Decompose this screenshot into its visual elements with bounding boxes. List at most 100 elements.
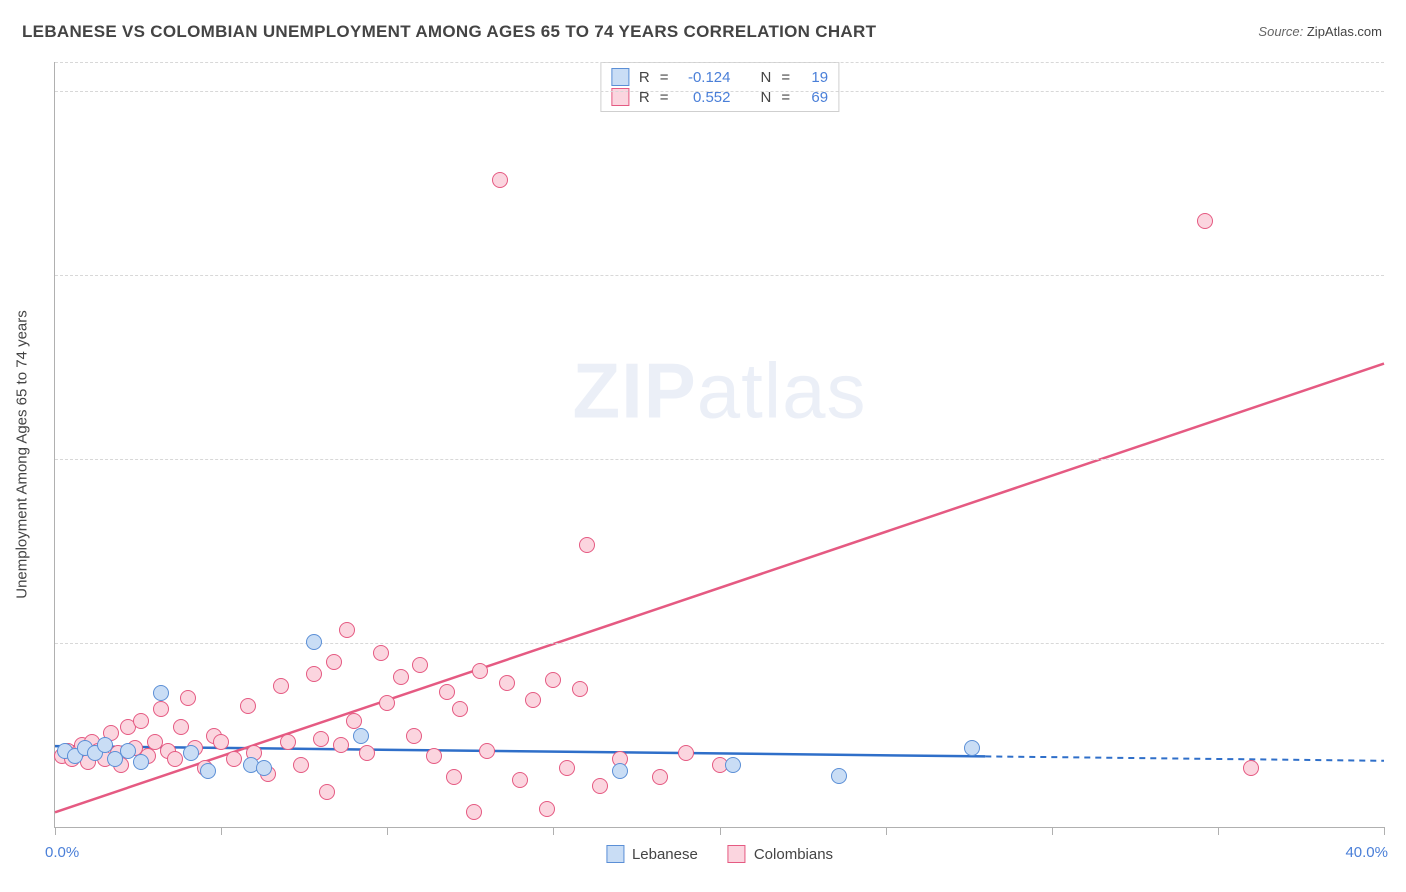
data-point [452,701,468,717]
data-point [326,654,342,670]
gridline-h [55,91,1384,92]
x-axis-max-label: 40.0% [1345,844,1388,861]
data-point [240,698,256,714]
gridline-h [55,275,1384,276]
legend-swatch-colombians [728,845,746,863]
x-tick [553,827,554,835]
data-point [1197,213,1213,229]
trend-lines-layer [55,62,1384,827]
data-point [472,663,488,679]
data-point [153,701,169,717]
legend-item-colombians: Colombians [728,845,833,863]
x-axis-min-label: 0.0% [45,844,79,861]
chart-title: LEBANESE VS COLOMBIAN UNEMPLOYMENT AMONG… [22,22,876,42]
data-point [466,804,482,820]
x-tick [720,827,721,835]
data-point [446,769,462,785]
data-point [559,760,575,776]
x-tick [221,827,222,835]
scatter-plot: ZIPatlas R = -0.124 N = 19 R = 0.552 N [54,62,1384,828]
data-point [293,757,309,773]
series-legend: Lebanese Colombians [606,845,833,863]
data-point [652,769,668,785]
n-value-lebanese: 19 [800,69,828,86]
data-point [339,622,355,638]
gridline-h [55,459,1384,460]
legend-label-lebanese: Lebanese [632,846,698,863]
data-point [499,675,515,691]
data-point [226,751,242,767]
data-point [1243,760,1259,776]
trend-line-extrapolated [985,756,1384,760]
data-point [313,731,329,747]
data-point [256,760,272,776]
data-point [492,172,508,188]
stats-row-colombians: R = 0.552 N = 69 [611,87,828,107]
data-point [346,713,362,729]
data-point [579,537,595,553]
data-point [353,728,369,744]
data-point [153,685,169,701]
data-point [167,751,183,767]
stats-row-lebanese: R = -0.124 N = 19 [611,67,828,87]
data-point [319,784,335,800]
source-value: ZipAtlas.com [1307,24,1382,39]
legend-swatch-lebanese [606,845,624,863]
data-point [426,748,442,764]
r-value-lebanese: -0.124 [679,69,731,86]
eq-sign: = [660,69,669,86]
data-point [379,695,395,711]
source-attribution: Source: ZipAtlas.com [1258,24,1382,39]
x-tick [55,827,56,835]
source-label: Source: [1258,24,1303,39]
legend-item-lebanese: Lebanese [606,845,698,863]
x-tick [1218,827,1219,835]
data-point [306,666,322,682]
data-point [439,684,455,700]
y-tick-label: 12.5% [1390,635,1406,652]
data-point [512,772,528,788]
data-point [280,734,296,750]
eq-sign: = [781,69,790,86]
data-point [831,768,847,784]
data-point [479,743,495,759]
data-point [678,745,694,761]
gridline-h [55,62,1384,63]
data-point [406,728,422,744]
data-point [173,719,189,735]
r-label: R [639,69,650,86]
y-axis-title: Unemployment Among Ages 65 to 74 years [14,310,31,599]
data-point [306,634,322,650]
x-tick [1384,827,1385,835]
data-point [97,737,113,753]
data-point [612,763,628,779]
data-point [373,645,389,661]
y-tick-label: 50.0% [1390,83,1406,100]
gridline-h [55,643,1384,644]
data-point [964,740,980,756]
data-point [183,745,199,761]
data-point [393,669,409,685]
data-point [333,737,349,753]
data-point [180,690,196,706]
y-tick-label: 37.5% [1390,267,1406,284]
x-tick [387,827,388,835]
data-point [725,757,741,773]
x-tick [1052,827,1053,835]
data-point [133,713,149,729]
data-point [545,672,561,688]
data-point [359,745,375,761]
data-point [213,734,229,750]
data-point [120,743,136,759]
data-point [412,657,428,673]
stats-legend: R = -0.124 N = 19 R = 0.552 N = 69 [600,62,839,112]
n-label: N [761,69,772,86]
y-tick-label: 25.0% [1390,451,1406,468]
data-point [539,801,555,817]
data-point [133,754,149,770]
data-point [525,692,541,708]
data-point [200,763,216,779]
swatch-lebanese [611,68,629,86]
legend-label-colombians: Colombians [754,846,833,863]
data-point [592,778,608,794]
